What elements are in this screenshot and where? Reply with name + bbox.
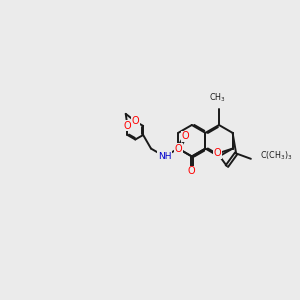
Text: O: O — [131, 116, 139, 126]
Text: O: O — [214, 148, 221, 158]
Text: O: O — [124, 121, 131, 131]
Text: O: O — [182, 131, 189, 141]
Text: O: O — [174, 144, 182, 154]
Text: CH$_3$: CH$_3$ — [209, 92, 226, 104]
Text: O: O — [188, 166, 196, 176]
Text: NH: NH — [158, 152, 171, 161]
Text: C(CH$_3$)$_3$: C(CH$_3$)$_3$ — [260, 150, 292, 162]
